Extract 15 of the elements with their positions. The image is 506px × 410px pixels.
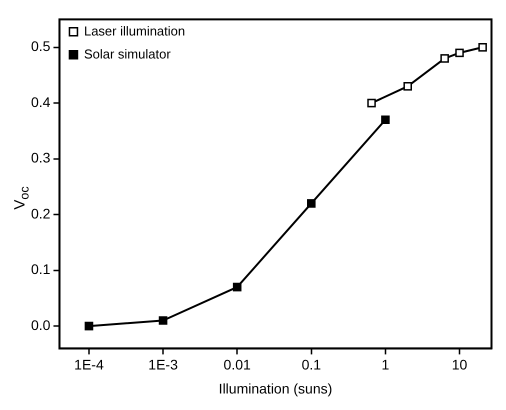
y-tick-label: 0.5 <box>30 38 51 54</box>
x-tick-label: 0.01 <box>224 356 252 373</box>
legend-label: Solar simulator <box>84 46 172 62</box>
x-tick-label: 1 <box>382 356 390 373</box>
x-tick-label: 1E-4 <box>74 356 104 373</box>
y-tick-label: 0.0 <box>30 316 51 333</box>
x-tick-label: 1E-3 <box>148 356 178 373</box>
y-tick-label: 0.4 <box>30 94 51 110</box>
y-tick-label: 0.1 <box>30 261 51 278</box>
y-tick-label: 0.3 <box>30 150 51 166</box>
x-tick-label: 0.1 <box>302 356 322 373</box>
y-tick-label: 0.2 <box>30 205 51 222</box>
x-tick-label: 10 <box>452 356 468 373</box>
legend-label: Laser illumination <box>84 23 186 38</box>
x-axis-title: Illumination (suns) <box>218 380 332 396</box>
